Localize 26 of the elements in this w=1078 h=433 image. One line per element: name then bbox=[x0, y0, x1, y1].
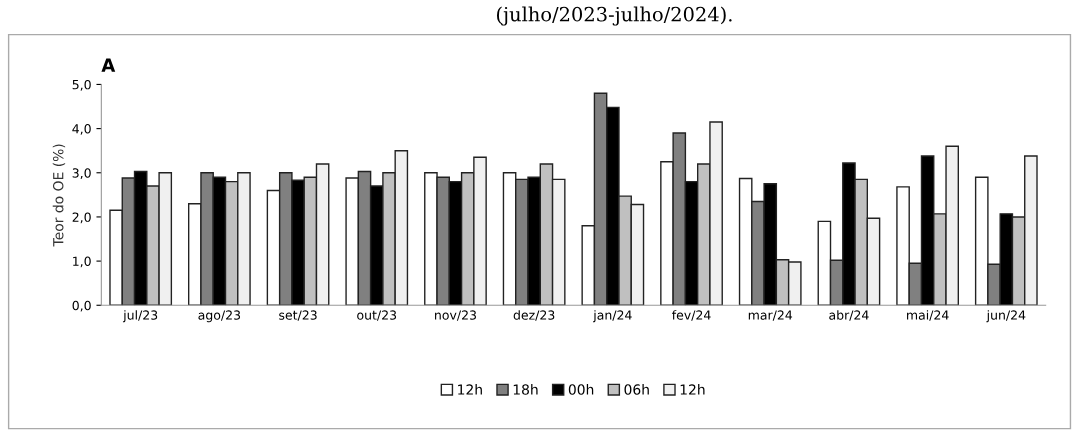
y-tick-label: 3,0 bbox=[72, 168, 91, 179]
y-tick-label: 4,0 bbox=[72, 124, 91, 135]
x-tick-label: abr/24 bbox=[829, 310, 869, 321]
chart-title: A bbox=[101, 58, 116, 72]
y-axis-title: Teor do OE (%) bbox=[52, 144, 66, 247]
legend-label: 18h bbox=[513, 384, 538, 395]
x-tick-label: ago/23 bbox=[198, 310, 241, 323]
x-tick-label: jul/23 bbox=[122, 310, 158, 323]
y-tick-label: 5,0 bbox=[72, 79, 91, 91]
y-tick-label: 0,0 bbox=[72, 300, 91, 312]
x-tick-label: mai/24 bbox=[907, 310, 949, 321]
legend-label: 00h bbox=[568, 384, 594, 395]
x-tick-label: mar/24 bbox=[748, 310, 793, 321]
x-tick-label: jan/24 bbox=[593, 310, 632, 323]
x-tick-label: set/23 bbox=[279, 310, 317, 321]
legend-label: 06h bbox=[624, 384, 649, 395]
x-tick-label: jun/24 bbox=[986, 310, 1026, 323]
text: (julho/2023-julho/2024). bbox=[497, 6, 732, 26]
legend-label: 12h bbox=[458, 384, 482, 395]
x-tick-label: out/23 bbox=[357, 310, 397, 321]
y-tick-label: 2,0 bbox=[72, 212, 91, 224]
x-tick-label: fev/24 bbox=[672, 310, 711, 321]
x-tick-label: nov/23 bbox=[435, 310, 476, 321]
legend-label: 12h bbox=[680, 384, 705, 395]
x-tick-label: dez/23 bbox=[513, 310, 555, 321]
y-tick-label: 1,0 bbox=[73, 256, 91, 268]
